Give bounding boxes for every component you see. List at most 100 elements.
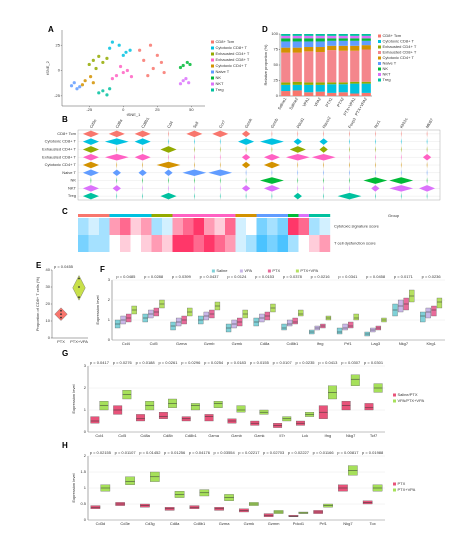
y-tick-label: 1 bbox=[108, 317, 111, 322]
legend-label: Saline bbox=[216, 268, 228, 273]
group-bar bbox=[183, 214, 194, 217]
violin bbox=[271, 146, 273, 153]
violin bbox=[375, 138, 376, 145]
bar-segment bbox=[361, 38, 371, 41]
point bbox=[184, 77, 188, 81]
violin bbox=[400, 130, 402, 138]
x-tick-label: Gzmk bbox=[254, 433, 264, 438]
point bbox=[129, 75, 134, 79]
x-tick-label: Ccl5 bbox=[118, 433, 127, 438]
legend-swatch bbox=[378, 78, 381, 82]
bar-segment bbox=[281, 82, 291, 85]
x-tick-label: Lag3 bbox=[371, 341, 381, 346]
point bbox=[89, 75, 93, 79]
bar-segment bbox=[338, 84, 348, 93]
y-tick-label: 3 bbox=[108, 277, 111, 282]
violin bbox=[323, 185, 324, 192]
bar-segment bbox=[327, 35, 337, 39]
x-tick-label: PTX2 bbox=[336, 96, 346, 108]
group-bar bbox=[225, 214, 236, 217]
bar-segment bbox=[350, 38, 360, 41]
y-tick-label: 10 bbox=[46, 318, 51, 323]
x-tick-label: Prf1 bbox=[319, 521, 327, 526]
legend-label: NKT bbox=[383, 72, 392, 77]
point bbox=[181, 79, 185, 83]
box bbox=[136, 414, 145, 422]
p-value: p = 0.0235 bbox=[296, 360, 316, 365]
violin bbox=[371, 185, 380, 192]
x-tick-label: PTX+VPA bbox=[70, 339, 88, 344]
bar-segment bbox=[304, 41, 314, 48]
x-tick-label: Klrg1 bbox=[426, 341, 436, 346]
bar-segment bbox=[292, 38, 302, 42]
point bbox=[60, 316, 62, 319]
legend-label: VPA/PTX+VPA bbox=[398, 398, 425, 403]
box bbox=[292, 317, 298, 325]
heat-cell bbox=[288, 218, 299, 235]
x-tick-label: Gzmk bbox=[232, 341, 242, 346]
y-tick-label: 50 bbox=[274, 62, 279, 67]
row-label: Exhausted CD8+ T bbox=[42, 154, 76, 159]
p-value: p = 0.0296 bbox=[181, 360, 201, 365]
violin bbox=[142, 146, 143, 153]
violin bbox=[349, 130, 350, 138]
violin bbox=[168, 185, 169, 192]
violin bbox=[363, 177, 388, 184]
violin bbox=[168, 153, 169, 161]
y-tick-label: 0 bbox=[108, 337, 111, 342]
heat-cell bbox=[183, 235, 194, 252]
legend-label: Saline/PTX bbox=[398, 392, 418, 397]
panel-letter: F bbox=[100, 265, 105, 274]
group-bar bbox=[172, 214, 184, 217]
heat-cell bbox=[319, 218, 331, 235]
legend-swatch bbox=[393, 488, 396, 492]
y-tick-label: 0 bbox=[48, 335, 51, 340]
y-tick-label: 1 bbox=[84, 485, 87, 490]
violin bbox=[323, 177, 324, 184]
bar-segment bbox=[327, 84, 337, 93]
violin bbox=[182, 169, 207, 177]
group-bar bbox=[109, 214, 121, 217]
violin bbox=[263, 185, 280, 192]
violin bbox=[241, 161, 251, 169]
p-value: p = 0.0378 bbox=[283, 274, 303, 279]
point bbox=[87, 62, 91, 67]
point bbox=[178, 65, 183, 70]
violin bbox=[112, 169, 121, 177]
box bbox=[90, 416, 100, 424]
bar-segment bbox=[361, 35, 371, 39]
violin bbox=[389, 177, 414, 184]
heat-cell bbox=[99, 235, 110, 252]
point bbox=[142, 58, 146, 63]
point bbox=[138, 48, 142, 52]
row-label: Treg bbox=[68, 193, 76, 198]
violin bbox=[142, 192, 143, 200]
x-tick-label: Il7r bbox=[279, 433, 285, 438]
p-value: p = 0.0236 bbox=[422, 274, 442, 279]
gene-label: Ccr7 bbox=[218, 119, 227, 129]
violin bbox=[108, 130, 125, 138]
violin bbox=[116, 177, 118, 184]
gene-label: Cd8b1 bbox=[140, 116, 151, 129]
gene-label: Mki67 bbox=[425, 117, 435, 129]
y-tick-label: 100 bbox=[271, 31, 278, 36]
point bbox=[94, 66, 98, 71]
p-value: p = 0.0399 bbox=[172, 274, 192, 279]
bar-segment bbox=[292, 81, 302, 85]
bar-segment bbox=[361, 40, 371, 46]
x-tick-label: Gzmb bbox=[231, 433, 242, 438]
violin bbox=[160, 146, 177, 153]
heat-cell bbox=[309, 218, 320, 235]
bar-segment bbox=[327, 38, 337, 41]
row-label: Cytotoxic CD8+ T bbox=[45, 139, 77, 144]
violin bbox=[156, 161, 181, 169]
heat-cell bbox=[172, 235, 184, 252]
row-label: Naive T bbox=[62, 170, 76, 175]
heat-cell bbox=[214, 218, 226, 235]
bar-segment bbox=[304, 47, 314, 52]
violin bbox=[311, 153, 336, 161]
violin bbox=[426, 169, 428, 177]
box bbox=[431, 305, 437, 317]
violin bbox=[186, 130, 203, 138]
